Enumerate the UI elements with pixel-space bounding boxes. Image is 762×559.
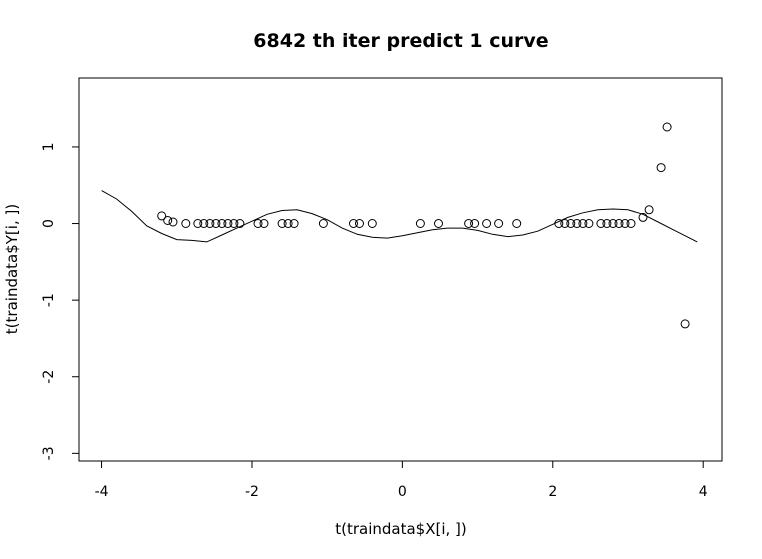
- data-point: [644, 205, 654, 215]
- y-tick-label: -1: [41, 293, 57, 307]
- data-point: [193, 219, 203, 228]
- data-point: [494, 219, 504, 228]
- data-point: [367, 219, 377, 228]
- data-point: [211, 219, 221, 228]
- data-point: [638, 212, 648, 222]
- data-point: [163, 216, 173, 225]
- data-point: [614, 219, 624, 228]
- x-axis: -4 -2 0 2 4: [95, 460, 708, 500]
- data-point: [602, 219, 612, 228]
- data-point: [566, 219, 576, 228]
- data-point: [181, 219, 191, 228]
- x-tick-label: -2: [245, 484, 259, 500]
- data-point: [578, 219, 588, 228]
- chart-title: 6842 th iter predict 1 curve: [253, 30, 548, 52]
- x-tick-label: -4: [95, 484, 109, 500]
- data-point: [277, 219, 287, 228]
- x-tick-label: 2: [548, 484, 557, 500]
- data-point: [482, 219, 492, 228]
- data-point: [626, 219, 636, 228]
- data-point: [512, 219, 522, 228]
- data-point: [253, 219, 263, 228]
- x-tick-label: 4: [699, 484, 708, 500]
- data-point: [608, 219, 618, 228]
- x-axis-label: t(traindata$X[i, ]): [335, 520, 467, 538]
- y-tick-label: -2: [41, 370, 57, 384]
- data-point: [205, 219, 215, 228]
- data-point: [415, 219, 425, 228]
- data-point: [662, 122, 672, 132]
- y-tick-label: 1: [41, 142, 57, 151]
- data-point: [157, 211, 167, 221]
- data-point: [223, 219, 233, 228]
- data-point: [229, 219, 239, 228]
- data-point: [470, 219, 480, 228]
- prediction-curve: [101, 190, 698, 243]
- y-axis: -3 -2 -1 0 1: [41, 142, 80, 460]
- data-point: [656, 163, 666, 173]
- y-tick-label: 0: [41, 219, 57, 228]
- data-point: [596, 219, 606, 228]
- series-layer: [101, 122, 698, 329]
- data-point: [434, 219, 443, 228]
- data-point: [355, 219, 364, 228]
- data-point: [464, 219, 474, 228]
- data-point: [572, 219, 582, 228]
- data-point: [560, 219, 570, 228]
- data-point: [349, 219, 358, 228]
- y-axis-label: t(traindata$Y[i, ]): [3, 204, 21, 334]
- data-point: [680, 319, 690, 329]
- data-point: [620, 219, 630, 228]
- data-point: [584, 219, 594, 228]
- data-point: [217, 219, 227, 228]
- data-point: [168, 217, 178, 227]
- y-tick-label: -3: [41, 446, 57, 460]
- data-point: [289, 219, 299, 228]
- data-point: [235, 219, 245, 228]
- data-point: [259, 219, 269, 228]
- plot-frame: [78, 77, 723, 462]
- data-point: [283, 219, 293, 228]
- x-tick-label: 0: [398, 484, 407, 500]
- data-point: [199, 219, 209, 228]
- data-point: [318, 219, 328, 228]
